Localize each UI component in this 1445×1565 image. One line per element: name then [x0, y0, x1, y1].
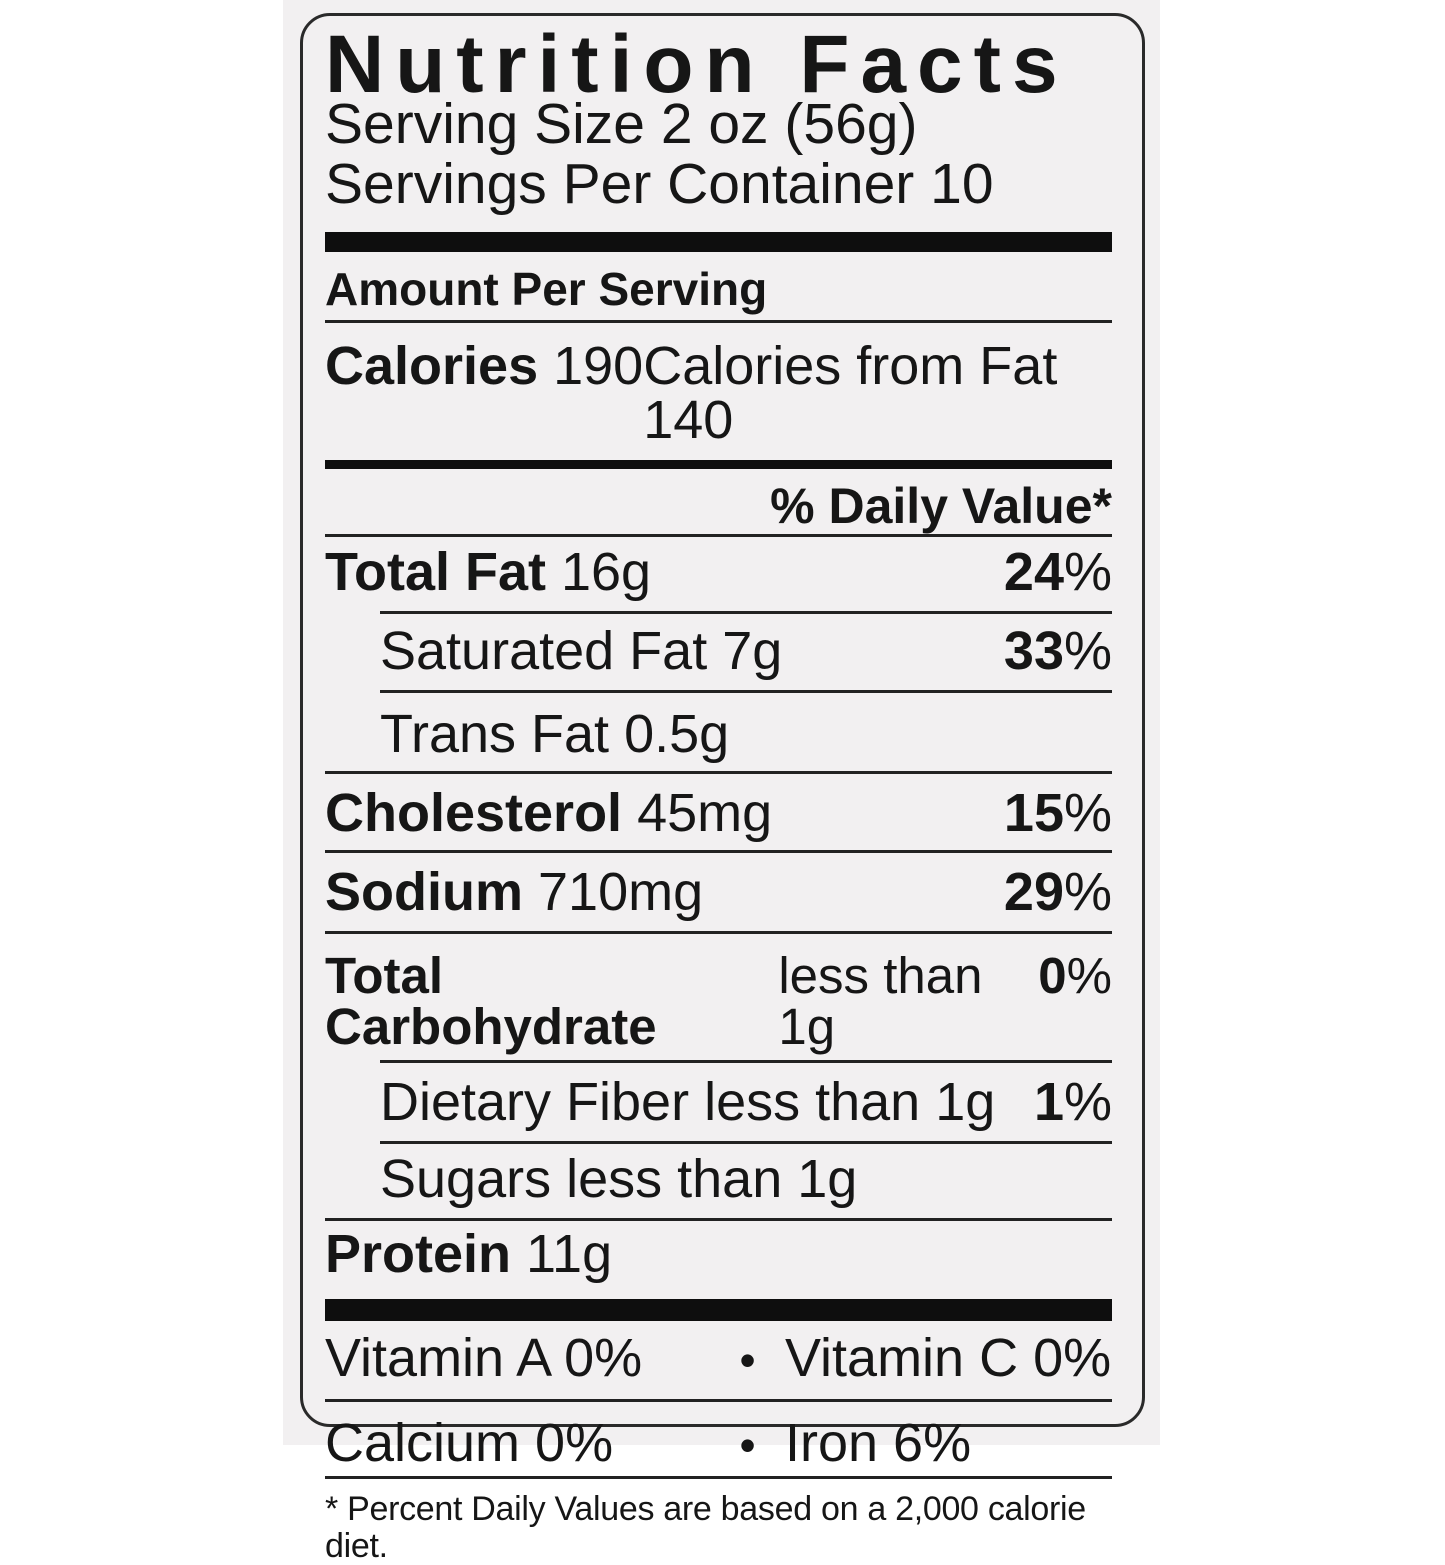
divider: [325, 1399, 1112, 1402]
nutrient-amount: 710mg: [538, 862, 704, 922]
nutrient-row-sugars: Sugars less than 1g: [325, 1152, 1112, 1206]
serving-size: Serving Size 2 oz (56g): [325, 92, 918, 156]
divider: [325, 320, 1112, 323]
calories-value: 190: [553, 336, 644, 396]
calories-label: Calories: [325, 336, 539, 396]
nutrient-amount: 45mg: [637, 783, 773, 843]
servings-per-container: Servings Per Container 10: [325, 152, 994, 216]
nutrient-name: Cholesterol: [325, 783, 623, 843]
bullet-separator: •: [739, 1334, 756, 1386]
calories-row: Calories 190 Calories from Fat 140: [325, 339, 1112, 447]
divider-indented: [380, 690, 1112, 693]
divider: [325, 1476, 1112, 1479]
nutrient-daily-value: 15%: [1004, 786, 1112, 840]
dv-number: 0: [1038, 947, 1067, 1004]
thick-divider-top: [325, 232, 1112, 252]
nutrient-name: Total Fat: [325, 542, 546, 602]
nutrient-daily-value: 24%: [1004, 545, 1112, 599]
dv-number: 33: [1003, 621, 1064, 681]
percent-sign: %: [1063, 783, 1112, 843]
nutrient-name: Dietary Fiber: [380, 1072, 690, 1132]
nutrient-row-saturated-fat: Saturated Fat 7g 33%: [325, 624, 1112, 678]
percent-sign: %: [1063, 542, 1112, 602]
percent-sign: %: [1066, 947, 1112, 1004]
dv-number: 1: [1033, 1072, 1064, 1132]
divider: [325, 771, 1112, 774]
micronutrient-row-vitamins: Vitamin A 0% • Vitamin C 0%: [325, 1331, 1112, 1385]
nutrient-row-cholesterol: Cholesterol 45mg 15%: [325, 786, 1112, 840]
nutrient-daily-value: 0%: [1038, 950, 1112, 1001]
amount-per-serving-heading: Amount Per Serving: [325, 263, 768, 315]
nutrient-row-protein: Protein 11g: [325, 1227, 1112, 1281]
dv-number: 24: [1003, 542, 1064, 602]
nutrient-row-trans-fat: Trans Fat 0.5g: [325, 707, 1112, 761]
micronutrient-row-minerals: Calcium 0% • Iron 6%: [325, 1416, 1112, 1470]
daily-value-header: % Daily Value*: [770, 478, 1112, 534]
iron-value: Iron 6%: [785, 1413, 972, 1473]
divider: [325, 931, 1112, 934]
nutrient-daily-value: 29%: [1004, 865, 1112, 919]
nutrient-amount: less than 1g: [566, 1149, 858, 1209]
nutrient-name: Total Carbohydrate: [325, 947, 657, 1055]
nutrient-row-total-fat: Total Fat 16g 24%: [325, 545, 1112, 599]
percent-sign: %: [1063, 621, 1112, 681]
divider: [325, 1218, 1112, 1221]
nutrient-row-total-carbohydrate: Total Carbohydrate less than 1g 0%: [325, 950, 1112, 1052]
nutrition-facts-label: Nutrition Facts Serving Size 2 oz (56g) …: [300, 13, 1145, 1565]
nutrient-daily-value: 1%: [1034, 1075, 1112, 1129]
daily-value-footnote: * Percent Daily Values are based on a 2,…: [325, 1490, 1086, 1565]
nutrient-name: Sodium: [325, 862, 523, 922]
nutrient-row-dietary-fiber: Dietary Fiber less than 1g 1%: [325, 1075, 1112, 1129]
nutrient-name: Trans Fat: [380, 704, 610, 764]
dv-number: 15: [1003, 783, 1064, 843]
divider: [325, 850, 1112, 853]
medium-divider: [325, 460, 1112, 469]
divider-indented: [380, 611, 1112, 614]
nutrient-amount: less than 1g: [778, 947, 983, 1055]
divider-indented: [380, 1060, 1112, 1063]
nutrient-name: Sugars: [380, 1149, 552, 1209]
nutrient-amount: less than 1g: [704, 1072, 996, 1132]
nutrition-facts-title: Nutrition Facts: [325, 19, 1069, 110]
bullet-separator: •: [739, 1419, 756, 1471]
calories-from-fat: Calories from Fat 140: [643, 336, 1058, 450]
vitamin-a-value: Vitamin A 0%: [325, 1328, 643, 1388]
nutrient-amount: 11g: [526, 1224, 613, 1284]
percent-sign: %: [1063, 1072, 1112, 1132]
nutrient-amount: 0.5g: [624, 704, 730, 764]
nutrient-name: Saturated Fat: [380, 621, 708, 681]
nutrient-amount: 7g: [722, 621, 783, 681]
divider-indented: [380, 1141, 1112, 1144]
dv-number: 29: [1003, 862, 1064, 922]
divider: [325, 534, 1112, 537]
calcium-value: Calcium 0%: [325, 1413, 614, 1473]
nutrient-daily-value: 33%: [1004, 624, 1112, 678]
nutrient-name: Protein: [325, 1224, 512, 1284]
percent-sign: %: [1063, 862, 1112, 922]
thick-divider-bottom: [325, 1299, 1112, 1321]
nutrient-amount: 16g: [560, 542, 652, 602]
nutrient-row-sodium: Sodium 710mg 29%: [325, 865, 1112, 919]
vitamin-c-value: Vitamin C 0%: [785, 1328, 1112, 1388]
